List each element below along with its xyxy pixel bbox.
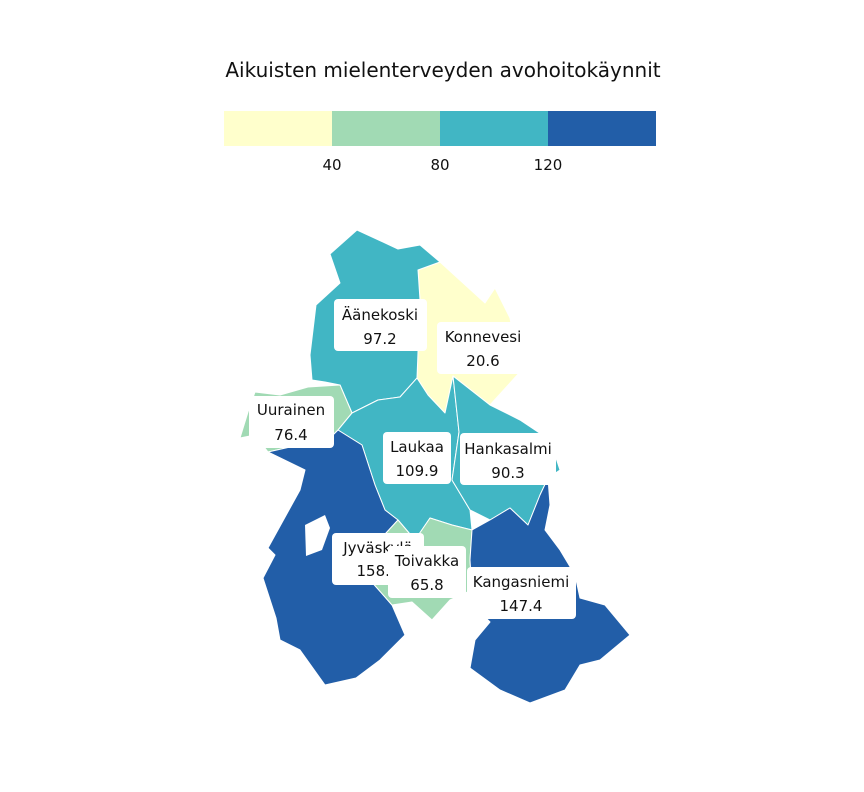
legend-bin-3: [440, 111, 548, 146]
region-value-label: 97.2: [363, 330, 396, 348]
region-name-label: Uurainen: [257, 401, 325, 419]
region-value-label: 76.4: [274, 426, 307, 444]
label-kangasniemi: Kangasniemi 147.4: [467, 567, 576, 619]
label-uurainen: Uurainen 76.4: [249, 396, 334, 448]
region-name-label: Konnevesi: [445, 328, 522, 346]
label-toivakka: Toivakka 65.8: [388, 546, 466, 598]
region-name-label: Hankasalmi: [464, 440, 552, 458]
region-value-label: 147.4: [500, 597, 543, 615]
label-laukaa: Laukaa 109.9: [383, 432, 451, 484]
legend-bin-1: [224, 111, 332, 146]
legend-tick: 80: [430, 156, 449, 174]
label-konnevesi: Konnevesi 20.6: [437, 322, 530, 374]
region-value-label: 65.8: [410, 576, 443, 594]
region-name-label: Toivakka: [394, 552, 459, 570]
region-value-label: 109.9: [396, 462, 439, 480]
region-value-label: 20.6: [466, 352, 499, 370]
label-aanekoski: Äänekoski 97.2: [334, 299, 427, 351]
legend-tick: 120: [534, 156, 563, 174]
label-hankasalmi: Hankasalmi 90.3: [460, 433, 556, 485]
legend-tick: 40: [322, 156, 341, 174]
region-name-label: Laukaa: [390, 438, 444, 456]
region-value-label: 90.3: [491, 464, 524, 482]
color-legend: 40 80 120: [224, 111, 656, 174]
legend-bin-2: [332, 111, 440, 146]
region-name-label: Kangasniemi: [473, 573, 569, 591]
region-name-label: Äänekoski: [342, 305, 418, 324]
legend-bin-4: [548, 111, 656, 146]
map-title: Aikuisten mielenterveyden avohoitokäynni…: [225, 58, 660, 82]
